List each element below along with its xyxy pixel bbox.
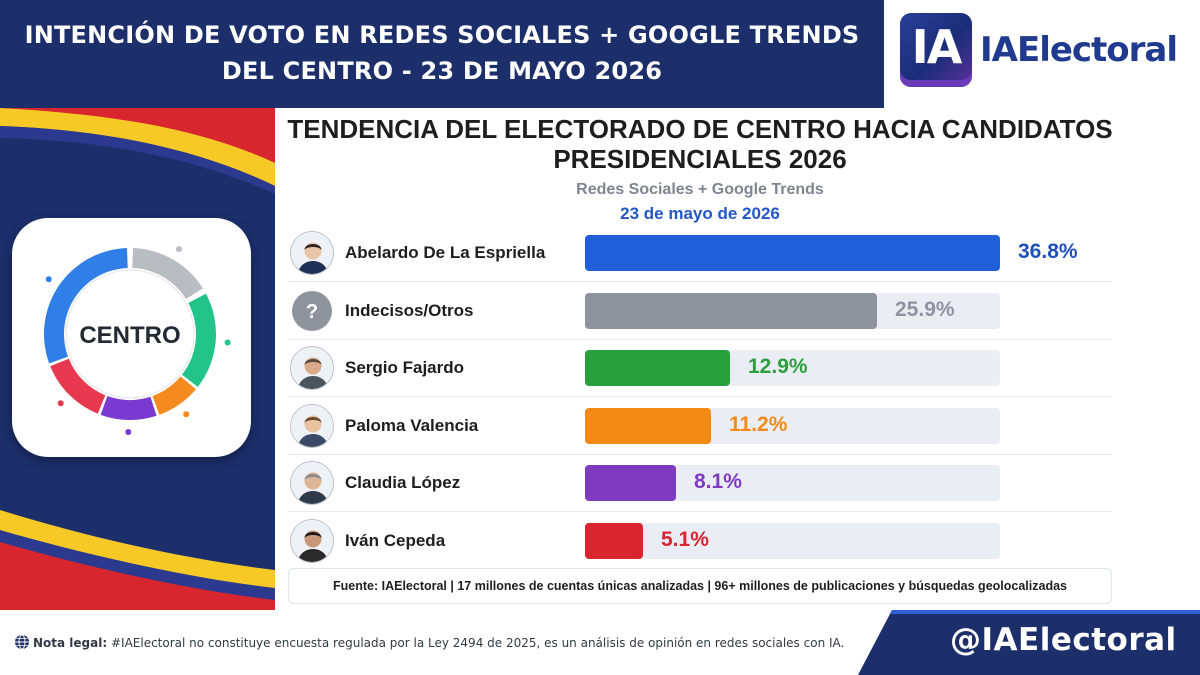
legal-note: Nota legal: #IAElectoral no constituye e… <box>14 634 844 650</box>
chart-row: Sergio Fajardo 12.9% <box>288 340 1112 397</box>
logo-wordmark: IAElectoral <box>980 30 1178 70</box>
bar-track <box>585 350 1000 386</box>
bar-chart: Abelardo De La Espriella 36.8% ? Indecis… <box>288 225 1112 569</box>
data-label: 36.8% <box>1018 240 1078 263</box>
bar <box>585 407 711 444</box>
category-label: Paloma Valencia <box>345 415 479 435</box>
ring-segment <box>132 248 203 300</box>
ring-dot <box>57 400 64 407</box>
bar <box>585 235 1000 271</box>
bar-track <box>585 465 1000 501</box>
header-title-line-1: INTENCIÓN DE VOTO EN REDES SOCIALES + GO… <box>24 21 860 49</box>
data-label: 11.2% <box>729 412 788 436</box>
svg-text:?: ? <box>306 301 318 323</box>
bar <box>585 522 643 559</box>
ring-segment <box>100 396 157 420</box>
category-label: Claudia López <box>345 473 461 492</box>
chart-title: TENDENCIA DEL ELECTORADO DE CENTRO HACIA… <box>287 114 1113 174</box>
centro-badge: CENTRO <box>12 218 251 457</box>
candidate-portrait-icon <box>290 518 334 563</box>
candidate-portrait-icon <box>290 346 334 390</box>
data-label: 12.9% <box>748 355 808 378</box>
bar-track <box>585 292 1000 329</box>
ring-segment <box>44 248 128 364</box>
bar <box>585 350 730 386</box>
legal-text: #IAElectoral no constituye encuesta regu… <box>107 636 845 650</box>
chart-row: Paloma Valencia 11.2% <box>288 398 1112 455</box>
data-label: 8.1% <box>694 470 742 493</box>
ring-dot <box>125 428 132 435</box>
ring-dot <box>176 246 182 253</box>
chart-subtitle: Redes Sociales + Google Trends <box>576 181 824 198</box>
header-banner: INTENCIÓN DE VOTO EN REDES SOCIALES + GO… <box>0 0 884 108</box>
chart-date: 23 de mayo de 2026 <box>620 204 780 223</box>
category-label: Sergio Fajardo <box>345 358 465 377</box>
data-label: 5.1% <box>661 527 709 551</box>
chart-row: Iván Cepeda 5.1% <box>288 513 1112 570</box>
chart-row: Claudia López 8.1% <box>288 455 1112 512</box>
category-label: Abelardo De La Espriella <box>345 243 546 262</box>
colombia-flag-ribbon-icon <box>0 108 275 610</box>
brand-logo: IA IAElectoral <box>884 0 1200 108</box>
centro-label: CENTRO <box>79 322 180 349</box>
ring-segment <box>50 358 106 414</box>
ring-dot <box>224 339 231 346</box>
bar <box>585 292 877 329</box>
ring-dot <box>183 411 190 418</box>
left-panel: CENTRO <box>0 108 275 610</box>
data-label: 25.9% <box>895 297 955 321</box>
category-label: Iván Cepeda <box>345 530 446 550</box>
chart-row: ? Indecisos/Otros 25.9% <box>288 283 1112 340</box>
footer: Nota legal: #IAElectoral no constituye e… <box>0 610 1200 675</box>
bar <box>585 465 676 501</box>
source-note: Fuente: IAElectoral | 17 millones de cue… <box>288 568 1112 604</box>
bar-track <box>585 407 1000 444</box>
candidate-portrait-icon <box>290 461 334 505</box>
bar-track <box>585 522 1000 559</box>
globe-icon <box>15 634 29 650</box>
chart-row: Abelardo De La Espriella 36.8% <box>288 225 1112 282</box>
logo-mark-icon: IA <box>900 13 972 87</box>
ring-segment <box>152 376 196 415</box>
category-label: Indecisos/Otros <box>345 300 474 320</box>
bar-track <box>585 235 1000 271</box>
candidate-portrait-icon <box>290 403 334 448</box>
ring-segment <box>182 293 216 387</box>
legal-label: Nota legal: <box>33 636 108 650</box>
chart-panel: TENDENCIA DEL ELECTORADO DE CENTRO HACIA… <box>276 108 1124 610</box>
social-handle[interactable]: @IAElectoral <box>950 622 1177 658</box>
centro-ring-icon: CENTRO <box>44 246 231 435</box>
question-mark-icon: ? <box>290 288 334 333</box>
header-title-line-2: DEL CENTRO - 23 DE MAYO 2026 <box>221 57 663 85</box>
handle-band <box>858 610 1200 675</box>
ring-dot <box>45 276 52 283</box>
candidate-portrait-icon <box>290 231 334 275</box>
